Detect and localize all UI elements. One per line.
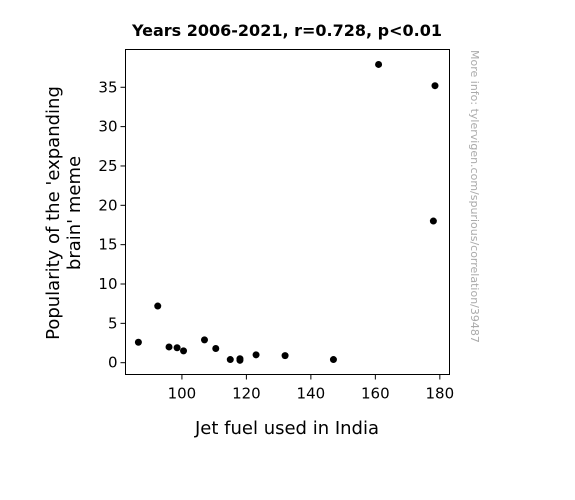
- plot-area: [125, 49, 450, 375]
- x-tick-label: 180: [426, 385, 455, 403]
- x-axis-label: Jet fuel used in India: [194, 418, 379, 439]
- data-points: [134, 60, 439, 364]
- y-tick-label: 20: [98, 196, 117, 214]
- x-tick-label: 160: [361, 385, 390, 403]
- data-point: [236, 355, 244, 363]
- data-point: [226, 356, 234, 364]
- x-tick-label: 120: [232, 385, 261, 403]
- y-tick-label: 35: [98, 78, 117, 96]
- y-tick-label: 25: [98, 157, 117, 175]
- data-point: [281, 352, 289, 360]
- y-axis-label-line2: brain' meme: [64, 156, 85, 270]
- chart-title: Years 2006-2021, r=0.728, p<0.01: [131, 21, 442, 40]
- y-tick-label: 5: [108, 314, 118, 332]
- x-tick-label: 140: [297, 385, 326, 403]
- data-point: [173, 344, 181, 352]
- data-point: [200, 336, 208, 344]
- y-tick-label: 0: [108, 354, 118, 372]
- data-point: [154, 302, 162, 310]
- x-axis: 100 120 140 160 180: [168, 374, 455, 403]
- data-point: [134, 338, 142, 346]
- y-tick-label: 30: [98, 118, 117, 136]
- data-point: [431, 82, 439, 90]
- y-axis-label-line1: Popularity of the 'expanding: [43, 86, 64, 340]
- y-tick-label: 15: [98, 236, 117, 254]
- data-point: [180, 347, 188, 355]
- data-point: [252, 351, 260, 359]
- y-tick-label: 10: [98, 275, 117, 293]
- y-axis: 0 5 10 15 20 25 30 35: [98, 78, 126, 372]
- data-point: [212, 345, 220, 353]
- x-tick-label: 100: [168, 385, 197, 403]
- data-point: [375, 60, 383, 68]
- data-point: [329, 356, 337, 364]
- data-point: [165, 343, 173, 351]
- source-note: More info: tylervigen.com/spurious/corre…: [468, 50, 481, 343]
- data-point: [429, 217, 437, 225]
